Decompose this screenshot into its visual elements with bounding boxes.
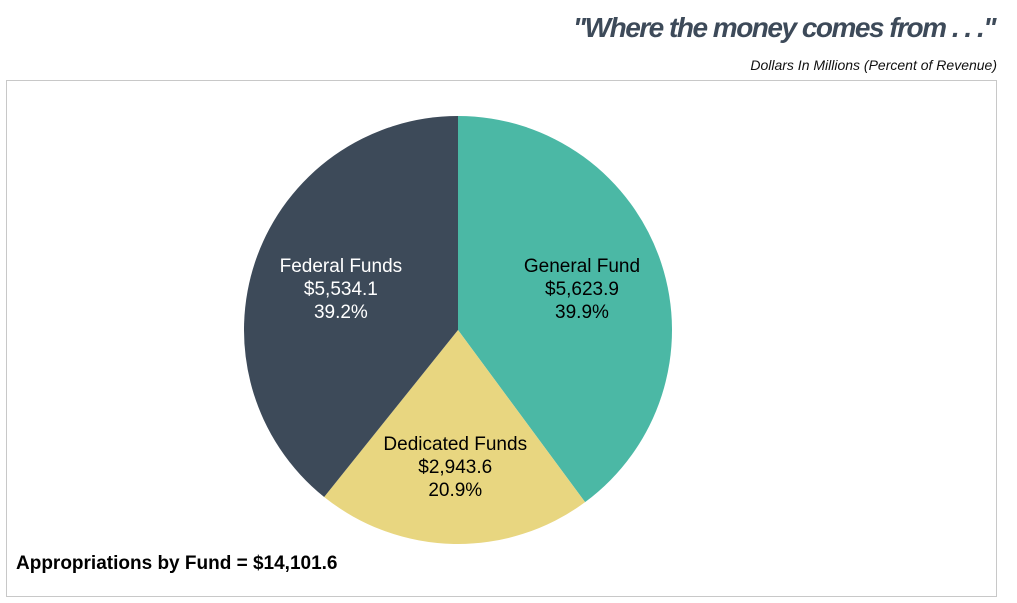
chart-title: "Where the money comes from . . ." [572,12,997,43]
slice-label-dedicated-funds-percent: 20.9% [428,480,482,501]
appropriations-total: Appropriations by Fund = $14,101.6 [16,553,338,574]
pie-slices [244,116,672,544]
slice-label-general-fund-name: General Fund [524,256,640,277]
pie-labels: General Fund$5,623.939.9% Dedicated Funds… [280,256,640,501]
slice-label-dedicated-funds-value: $2,943.6 [418,457,492,478]
pie-slice-general-fund [458,116,672,503]
slice-label-federal-funds-value: $5,534.1 [304,279,378,300]
slice-label-dedicated-funds-name: Dedicated Funds [383,434,527,455]
slice-label-federal-funds-name: Federal Funds [280,256,403,277]
slice-label-general-fund-percent: 39.9% [555,302,609,323]
slice-label-federal-funds-percent: 39.2% [314,302,368,323]
pie-slice-dedicated-funds [324,330,586,544]
pie-slice-federal-funds [244,116,458,497]
chart-subtitle: Dollars In Millions (Percent of Revenue) [750,57,997,73]
chart-frame [6,80,997,597]
slice-label-general-fund-value: $5,623.9 [545,279,619,300]
